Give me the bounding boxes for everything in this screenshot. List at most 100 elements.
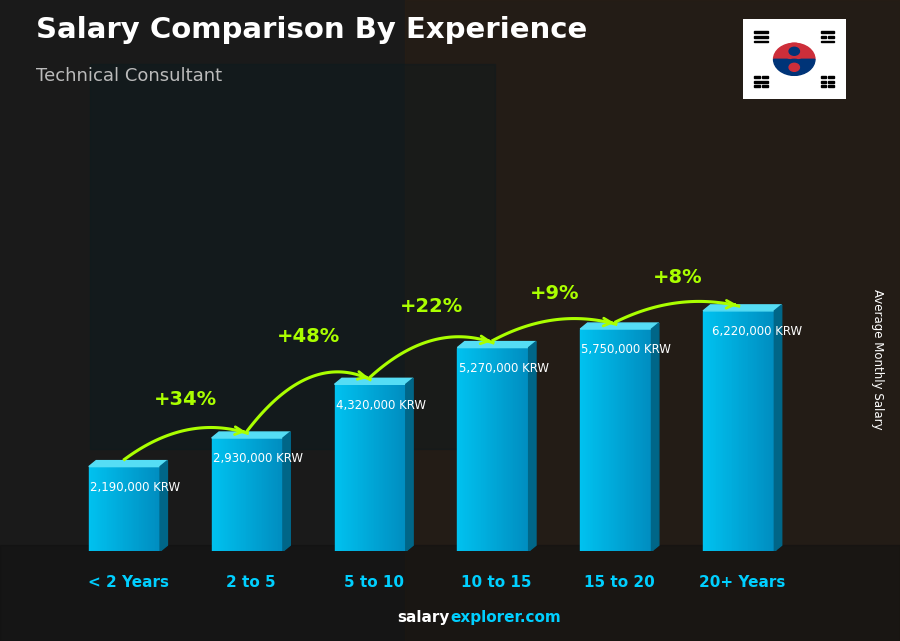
Bar — [616, 329, 618, 551]
Bar — [119, 467, 122, 551]
Bar — [484, 347, 486, 551]
Circle shape — [784, 60, 805, 76]
Circle shape — [789, 63, 799, 71]
Bar — [350, 385, 353, 551]
Bar — [504, 347, 506, 551]
Bar — [703, 311, 705, 551]
Bar — [648, 329, 650, 551]
Bar — [231, 438, 233, 551]
Bar — [89, 467, 91, 551]
Bar — [379, 385, 381, 551]
Text: +34%: +34% — [154, 390, 218, 409]
Bar — [133, 467, 135, 551]
Bar — [617, 329, 620, 551]
Bar — [226, 438, 228, 551]
Bar — [106, 467, 109, 551]
Bar — [753, 311, 755, 551]
Bar — [610, 329, 613, 551]
Bar — [281, 438, 284, 551]
Bar — [628, 329, 630, 551]
Text: 5,750,000 KRW: 5,750,000 KRW — [581, 344, 671, 356]
Text: Salary Comparison By Experience: Salary Comparison By Experience — [36, 16, 587, 44]
Bar — [126, 467, 128, 551]
Polygon shape — [703, 305, 782, 311]
Text: 4,320,000 KRW: 4,320,000 KRW — [336, 399, 426, 412]
Bar — [705, 311, 706, 551]
Text: Technical Consultant: Technical Consultant — [36, 67, 222, 85]
Bar — [466, 347, 468, 551]
Bar — [148, 467, 149, 551]
Bar — [744, 311, 746, 551]
Bar — [386, 385, 388, 551]
Bar — [737, 311, 739, 551]
Bar — [113, 467, 116, 551]
Text: < 2 Years: < 2 Years — [87, 576, 168, 590]
Bar — [603, 329, 606, 551]
Bar — [344, 385, 346, 551]
Bar — [400, 385, 402, 551]
Bar — [108, 467, 111, 551]
Bar — [91, 467, 93, 551]
Bar — [279, 438, 282, 551]
Bar — [264, 438, 266, 551]
Bar — [821, 36, 826, 38]
Bar — [488, 347, 490, 551]
Bar — [719, 311, 721, 551]
Bar — [754, 81, 768, 83]
Bar — [734, 311, 735, 551]
Bar — [716, 311, 717, 551]
Bar — [213, 438, 215, 551]
Bar — [270, 438, 273, 551]
Bar — [222, 438, 224, 551]
Polygon shape — [89, 461, 167, 467]
Bar — [765, 311, 768, 551]
Bar — [399, 385, 400, 551]
Bar — [495, 347, 497, 551]
Bar — [90, 64, 495, 449]
Bar — [340, 385, 342, 551]
Bar — [266, 438, 267, 551]
Bar — [96, 467, 98, 551]
Bar — [630, 329, 632, 551]
Bar — [368, 385, 371, 551]
Bar — [597, 329, 598, 551]
Bar — [0, 545, 900, 641]
Bar — [717, 311, 719, 551]
Bar — [724, 311, 726, 551]
Text: 10 to 15: 10 to 15 — [462, 576, 532, 590]
Bar — [517, 347, 518, 551]
Bar — [137, 467, 139, 551]
Bar — [491, 347, 493, 551]
Bar — [93, 467, 94, 551]
Bar — [769, 311, 771, 551]
Bar — [595, 329, 597, 551]
Bar — [457, 347, 459, 551]
Bar — [275, 438, 278, 551]
Bar — [115, 467, 118, 551]
Bar — [746, 311, 748, 551]
Bar — [726, 311, 728, 551]
Bar — [255, 438, 256, 551]
Bar — [130, 467, 131, 551]
Polygon shape — [160, 461, 167, 551]
Bar — [637, 329, 639, 551]
Bar — [131, 467, 133, 551]
Bar — [599, 329, 602, 551]
Bar — [122, 467, 125, 551]
Bar — [760, 311, 762, 551]
Bar — [767, 311, 770, 551]
Text: 5,270,000 KRW: 5,270,000 KRW — [459, 362, 549, 375]
Polygon shape — [580, 323, 659, 329]
Bar — [754, 40, 768, 42]
Bar — [486, 347, 488, 551]
Bar — [625, 329, 626, 551]
Bar — [608, 329, 611, 551]
Bar — [755, 311, 757, 551]
Bar — [509, 347, 511, 551]
Bar — [372, 385, 374, 551]
Bar — [828, 76, 834, 78]
Bar — [497, 347, 499, 551]
Bar — [144, 467, 146, 551]
Bar — [490, 347, 491, 551]
Bar — [526, 347, 529, 551]
